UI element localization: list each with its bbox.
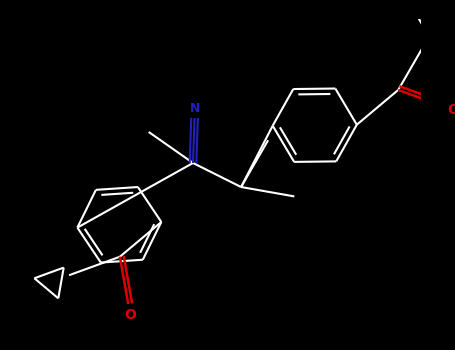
Text: N: N bbox=[190, 103, 200, 116]
Text: O: O bbox=[124, 308, 136, 322]
Text: O: O bbox=[448, 103, 455, 117]
